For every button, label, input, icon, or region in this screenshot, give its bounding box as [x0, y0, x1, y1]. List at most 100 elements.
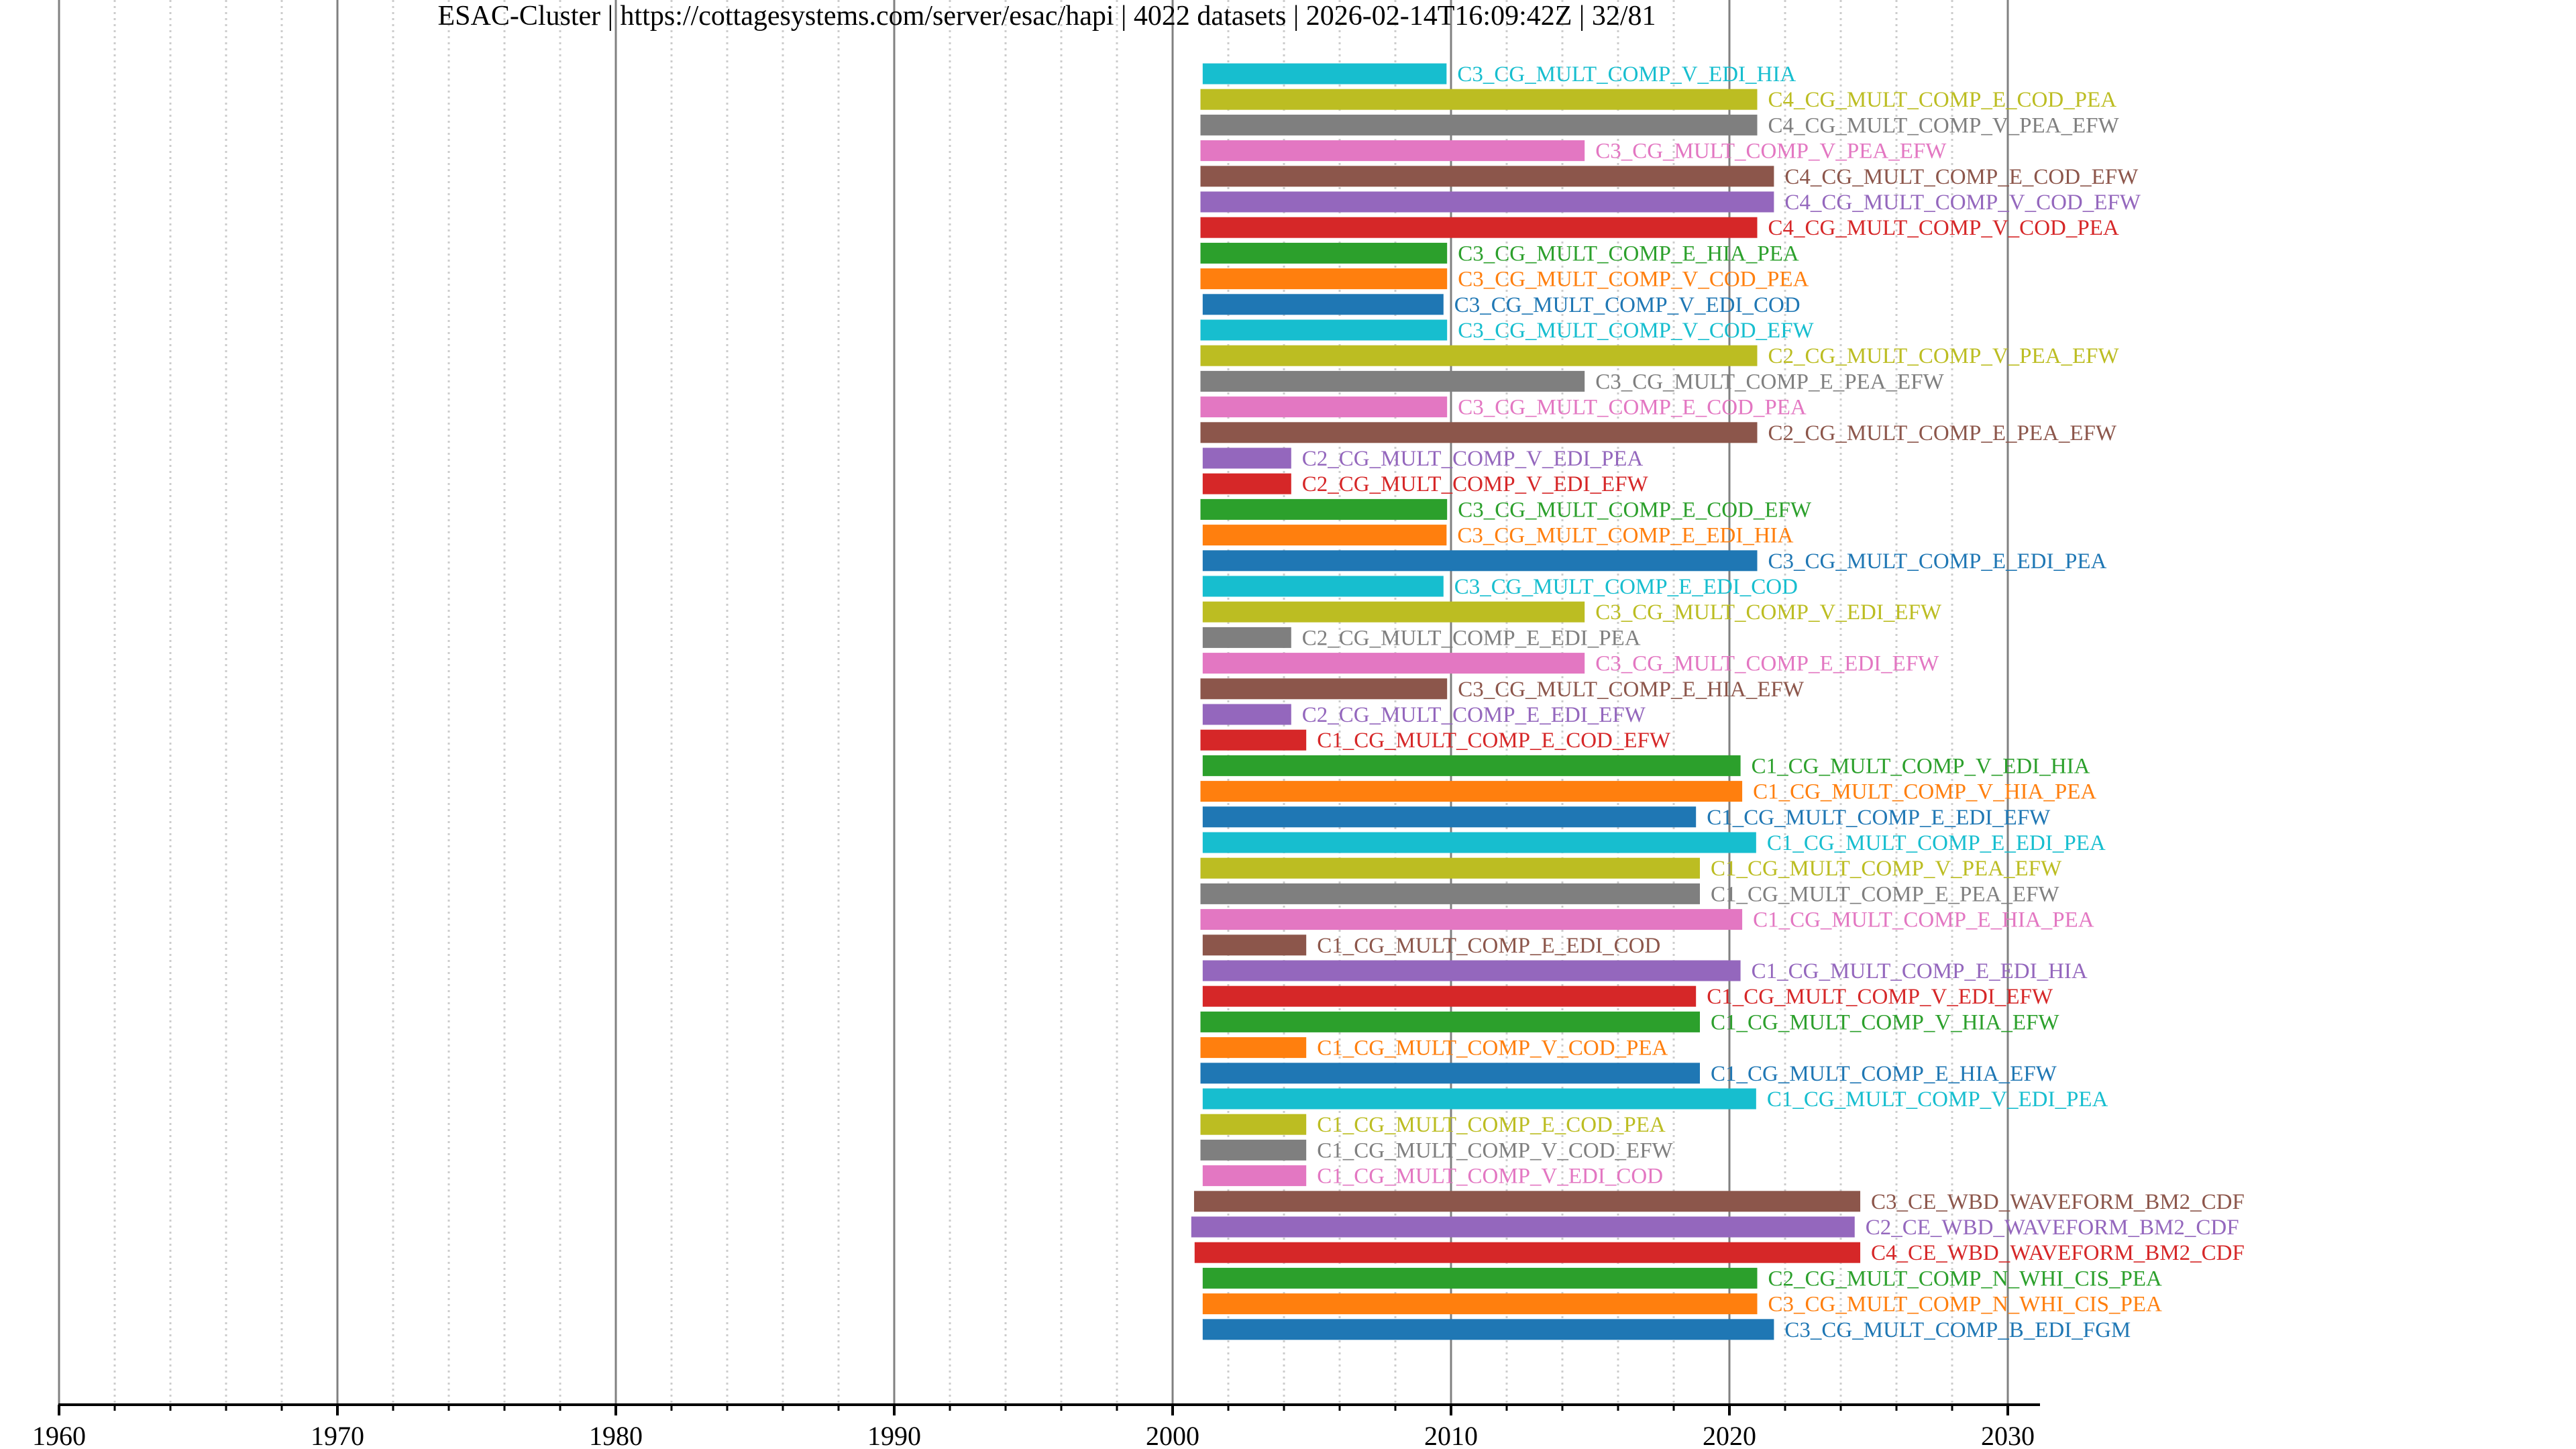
dataset-label: C1_CG_MULT_COMP_V_PEA_EFW	[1711, 857, 2062, 881]
dataset-label: C3_CG_MULT_COMP_V_EDI_EFW	[1595, 600, 1942, 625]
dataset-label: C4_CG_MULT_COMP_V_PEA_EFW	[1768, 113, 2120, 138]
x-tick-label: 1980	[589, 1421, 643, 1449]
dataset-label: C1_CG_MULT_COMP_E_COD_PEA	[1317, 1113, 1666, 1137]
dataset-label: C1_CG_MULT_COMP_E_EDI_COD	[1317, 934, 1660, 958]
dataset-bar[interactable]	[1200, 909, 1743, 930]
dataset-bar[interactable]	[1200, 781, 1743, 802]
dataset-bar[interactable]	[1202, 525, 1447, 546]
dataset-label: C2_CG_MULT_COMP_E_PEA_EFW	[1768, 421, 2117, 445]
dataset-bar[interactable]	[1200, 678, 1448, 700]
dataset-label: C4_CG_MULT_COMP_E_COD_EFW	[1784, 165, 2139, 189]
dataset-label: C3_CG_MULT_COMP_E_PEA_EFW	[1595, 370, 1944, 394]
dataset-label: C1_CG_MULT_COMP_V_HIA_PEA	[1753, 780, 2096, 804]
x-tick-label: 2030	[1981, 1421, 2035, 1449]
dataset-bar[interactable]	[1202, 985, 1697, 1007]
dataset-bar[interactable]	[1202, 550, 1758, 572]
dataset-bar[interactable]	[1202, 806, 1697, 828]
dataset-label: C2_CG_MULT_COMP_E_EDI_PEA	[1302, 626, 1641, 650]
dataset-bar[interactable]	[1202, 1088, 1756, 1110]
dataset-bar[interactable]	[1202, 832, 1756, 853]
dataset-bar[interactable]	[1200, 1037, 1307, 1059]
dataset-label: C1_CG_MULT_COMP_E_EDI_PEA	[1767, 831, 2106, 855]
dataset-label: C3_CG_MULT_COMP_V_EDI_HIA	[1457, 62, 1796, 87]
dataset-label: C1_CG_MULT_COMP_E_EDI_EFW	[1707, 806, 2051, 830]
dataset-label: C1_CG_MULT_COMP_V_COD_PEA	[1317, 1036, 1668, 1061]
x-tick-label: 2010	[1424, 1421, 1478, 1449]
dataset-bar[interactable]	[1200, 729, 1307, 751]
dataset-bar[interactable]	[1200, 1139, 1307, 1161]
dataset-label: C3_CG_MULT_COMP_E_EDI_PEA	[1768, 549, 2107, 574]
x-tick-label: 1990	[867, 1421, 921, 1449]
dataset-label: C1_CG_MULT_COMP_E_COD_EFW	[1317, 729, 1671, 753]
chart-title: ESAC-Cluster | https://cottagesystems.co…	[437, 1, 1656, 32]
dataset-bar[interactable]	[1202, 1319, 1774, 1340]
dataset-label: C3_CG_MULT_COMP_V_EDI_COD	[1454, 293, 1801, 317]
dataset-bar[interactable]	[1202, 1293, 1758, 1315]
dataset-label: C4_CG_MULT_COMP_E_COD_PEA	[1768, 88, 2117, 112]
dataset-label: C3_CG_MULT_COMP_E_EDI_COD	[1454, 575, 1798, 599]
dataset-labels: C3_CG_MULT_COMP_V_EDI_HIAC4_CG_MULT_COMP…	[1302, 62, 2245, 1342]
dataset-bar[interactable]	[1200, 140, 1585, 162]
dataset-bar[interactable]	[1202, 576, 1444, 597]
dataset-bar[interactable]	[1202, 934, 1307, 956]
dataset-label: C3_CG_MULT_COMP_V_COD_PEA	[1458, 268, 1809, 292]
dataset-bar[interactable]	[1200, 883, 1701, 904]
minor-gridlines	[113, 0, 1953, 1405]
dataset-bar[interactable]	[1200, 422, 1758, 443]
dataset-bar[interactable]	[1202, 653, 1585, 674]
dataset-bar[interactable]	[1200, 268, 1448, 290]
dataset-label: C1_CG_MULT_COMP_V_COD_EFW	[1317, 1138, 1673, 1163]
dataset-bar[interactable]	[1202, 1267, 1758, 1289]
dataset-label: C3_CG_MULT_COMP_V_COD_EFW	[1458, 319, 1814, 343]
dataset-bar[interactable]	[1200, 1063, 1701, 1084]
dataset-bar[interactable]	[1200, 319, 1448, 341]
dataset-bar[interactable]	[1200, 396, 1448, 418]
x-tick-label: 1960	[32, 1421, 86, 1449]
dataset-bar[interactable]	[1202, 63, 1447, 85]
dataset-bar[interactable]	[1200, 1114, 1307, 1135]
dataset-bar[interactable]	[1200, 857, 1701, 879]
dataset-bar[interactable]	[1200, 345, 1758, 366]
dataset-bar[interactable]	[1200, 1011, 1701, 1032]
dataset-label: C3_CG_MULT_COMP_E_EDI_HIA	[1457, 524, 1793, 548]
dataset-label: C1_CG_MULT_COMP_V_HIA_EFW	[1711, 1010, 2059, 1034]
dataset-label: C3_CG_MULT_COMP_E_COD_PEA	[1458, 396, 1807, 420]
dataset-label: C3_CG_MULT_COMP_E_HIA_EFW	[1458, 678, 1805, 702]
dataset-label: C1_CG_MULT_COMP_V_EDI_COD	[1317, 1165, 1663, 1189]
dataset-label: C2_CE_WBD_WAVEFORM_BM2_CDF	[1866, 1216, 2239, 1240]
dataset-bar[interactable]	[1200, 114, 1758, 136]
dataset-label: C1_CG_MULT_COMP_E_HIA_EFW	[1711, 1062, 2057, 1086]
dataset-label: C2_CG_MULT_COMP_V_EDI_PEA	[1302, 447, 1644, 471]
dataset-label: C1_CG_MULT_COMP_V_EDI_HIA	[1752, 754, 2090, 778]
dataset-bar[interactable]	[1200, 242, 1448, 264]
x-tick-label: 1970	[311, 1421, 364, 1449]
dataset-label: C3_CG_MULT_COMP_B_EDI_FGM	[1784, 1318, 2131, 1342]
x-axis: 1960 1970 1980 1990 2000 2010 2020 2030	[32, 1403, 2040, 1449]
dataset-bar[interactable]	[1202, 627, 1291, 648]
dataset-bar[interactable]	[1202, 960, 1741, 981]
dataset-bar[interactable]	[1202, 447, 1291, 469]
dataset-label: C2_CG_MULT_COMP_V_EDI_EFW	[1302, 472, 1649, 496]
dataset-label: C1_CG_MULT_COMP_E_PEA_EFW	[1711, 882, 2059, 906]
dataset-bar[interactable]	[1200, 217, 1758, 238]
dataset-label: C4_CG_MULT_COMP_V_COD_EFW	[1784, 191, 2141, 215]
dataset-label: C1_CG_MULT_COMP_E_EDI_HIA	[1752, 959, 2088, 983]
dataset-bar[interactable]	[1200, 370, 1585, 392]
major-gridlines	[58, 0, 2009, 1405]
dataset-bar[interactable]	[1202, 294, 1444, 315]
dataset-bar[interactable]	[1200, 166, 1774, 187]
dataset-bar[interactable]	[1200, 498, 1448, 520]
dataset-bar[interactable]	[1202, 704, 1291, 725]
dataset-bar[interactable]	[1200, 89, 1758, 110]
dataset-bar[interactable]	[1191, 1216, 1855, 1238]
dataset-bar[interactable]	[1194, 1242, 1861, 1263]
dataset-bars	[1191, 63, 1861, 1340]
dataset-bar[interactable]	[1200, 191, 1774, 213]
dataset-bar[interactable]	[1202, 473, 1291, 494]
dataset-bar[interactable]	[1202, 601, 1585, 623]
dataset-bar[interactable]	[1193, 1191, 1861, 1212]
dataset-label: C2_CG_MULT_COMP_E_EDI_EFW	[1302, 703, 1646, 727]
dataset-label: C3_CG_MULT_COMP_N_WHI_CIS_PEA	[1768, 1293, 2163, 1317]
dataset-bar[interactable]	[1202, 1165, 1307, 1187]
dataset-bar[interactable]	[1202, 755, 1741, 776]
